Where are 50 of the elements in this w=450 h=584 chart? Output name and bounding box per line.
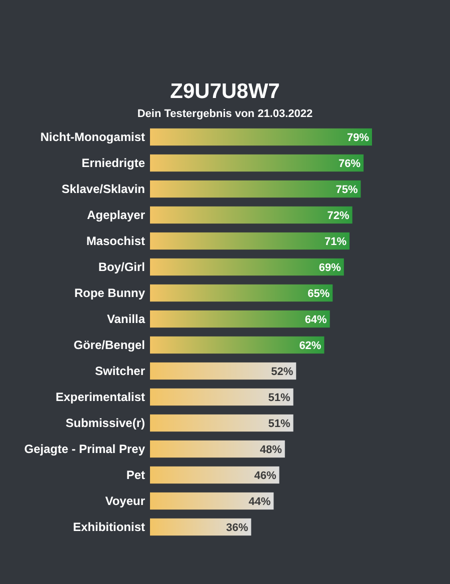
data-label: 48% [260,444,282,456]
y-tick-label: Experimentalist [56,390,145,404]
data-label: 44% [248,496,271,508]
data-label: 51% [268,418,291,430]
y-tick-label: Submissive(r) [66,416,146,430]
bar [150,258,344,276]
y-tick-label: Exhibitionist [73,520,146,534]
data-label: 75% [336,184,358,196]
chart-title: Z9U7U8W7 [170,80,280,103]
bar [150,440,285,458]
y-tick-label: Rope Bunny [74,286,146,300]
data-label: 65% [308,288,330,300]
bar [150,518,252,536]
bar [150,414,294,432]
y-tick-label: Voyeur [105,494,146,508]
data-label: 51% [268,392,291,404]
bar [150,466,280,484]
data-label: 46% [254,470,276,482]
data-label: 76% [338,158,361,170]
y-tick-label: Sklave/Sklavin [62,182,145,196]
chart-subtitle: Dein Testergebnis von 21.03.2022 [137,108,313,120]
bar [150,128,372,146]
bar [150,180,361,198]
data-label: 72% [327,210,350,222]
y-tick-label: Switcher [94,364,146,378]
data-label: 71% [324,236,347,248]
bar [150,206,352,224]
y-tick-label: Göre/Bengel [74,338,145,352]
data-label: 64% [304,314,328,326]
y-tick-label: Nicht-Monogamist [40,130,145,144]
data-label: 62% [299,340,322,352]
y-tick-label: Pet [126,468,145,482]
y-tick-label: Ageplayer [86,208,146,222]
bar [150,284,333,302]
bar [150,492,274,510]
y-tick-label: Masochist [86,234,145,248]
y-tick-label: Erniedrigte [82,156,146,170]
data-label: 79% [346,132,370,144]
bar [150,362,296,380]
bar [150,154,364,172]
bar [150,310,330,328]
bar [150,336,324,354]
data-label: 69% [318,262,342,274]
data-label: 36% [226,522,248,534]
y-tick-label: Gejagte - Primal Prey [24,442,146,456]
bar [150,232,350,250]
bar [150,388,294,406]
y-tick-label: Vanilla [106,312,146,326]
data-label: 52% [271,366,294,378]
y-tick-label: Boy/Girl [98,260,145,274]
